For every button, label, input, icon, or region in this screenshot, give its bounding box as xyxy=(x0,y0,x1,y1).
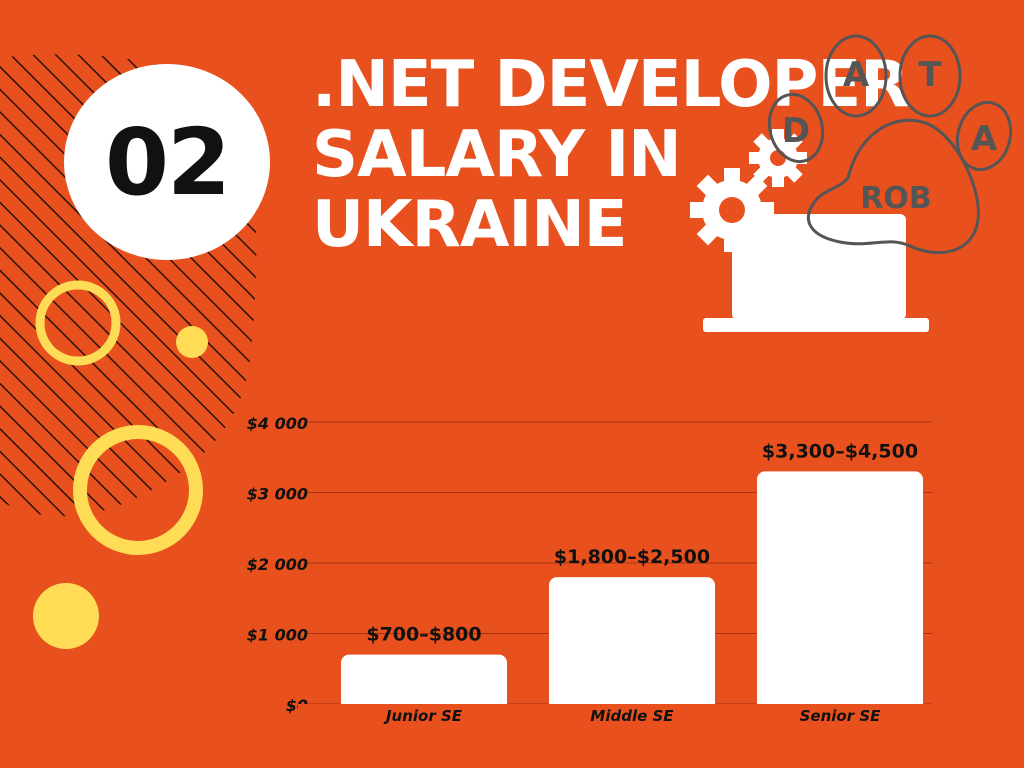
x-category-label: Junior SE xyxy=(383,707,463,725)
title-line-3: UKRAINE xyxy=(312,188,627,262)
bar-data-label: $700–$800 xyxy=(366,624,481,646)
logo-letter-a2: A xyxy=(971,119,998,159)
bar-data-label: $3,300–$4,500 xyxy=(762,440,918,462)
laptop-icon xyxy=(703,214,929,332)
y-tick-label: $2 000 xyxy=(247,555,308,574)
dot-large xyxy=(33,583,99,649)
x-category-label: Senior SE xyxy=(800,707,882,725)
x-axis-categories: Junior SE Middle SE Senior SE xyxy=(383,707,881,725)
x-category-label: Middle SE xyxy=(590,707,674,725)
badge-number: 02 xyxy=(104,108,231,216)
page-title: .NET DEVELOPER SALARY IN UKRAINE xyxy=(312,48,909,262)
bar-data-label: $1,800–$2,500 xyxy=(554,546,710,568)
gear-icon xyxy=(690,168,774,252)
logo-word-rob: ROB xyxy=(860,181,931,216)
logo-letter-a1: A xyxy=(843,55,870,95)
logo-letter-t: T xyxy=(918,55,942,95)
y-tick-label: $1 000 xyxy=(247,626,308,645)
baseline-mask xyxy=(298,704,942,712)
logo-letter-d: D xyxy=(782,111,810,151)
bar-middle-se xyxy=(549,577,715,712)
y-axis-ticks: $0$1 000$2 000$3 000$4 000 xyxy=(247,414,308,715)
dot-small xyxy=(176,326,208,358)
bars xyxy=(298,471,942,712)
y-tick-label: $4 000 xyxy=(247,414,308,433)
title-line-1: .NET DEVELOPER xyxy=(312,48,909,122)
ring-large xyxy=(73,425,203,555)
datarob-paw-logo: D A T A ROB xyxy=(767,34,1013,255)
laptop-gears-illustration xyxy=(690,129,929,332)
data-labels: $700–$800 $1,800–$2,500 $3,300–$4,500 xyxy=(366,440,918,645)
y-tick-label: $3 000 xyxy=(247,485,308,504)
ring-small xyxy=(35,280,121,366)
gear-icon-small xyxy=(749,129,807,187)
number-badge: 02 xyxy=(64,64,270,260)
bar-senior-se xyxy=(757,471,923,712)
title-line-2: SALARY IN xyxy=(312,118,682,192)
bar-junior-se xyxy=(341,654,507,712)
